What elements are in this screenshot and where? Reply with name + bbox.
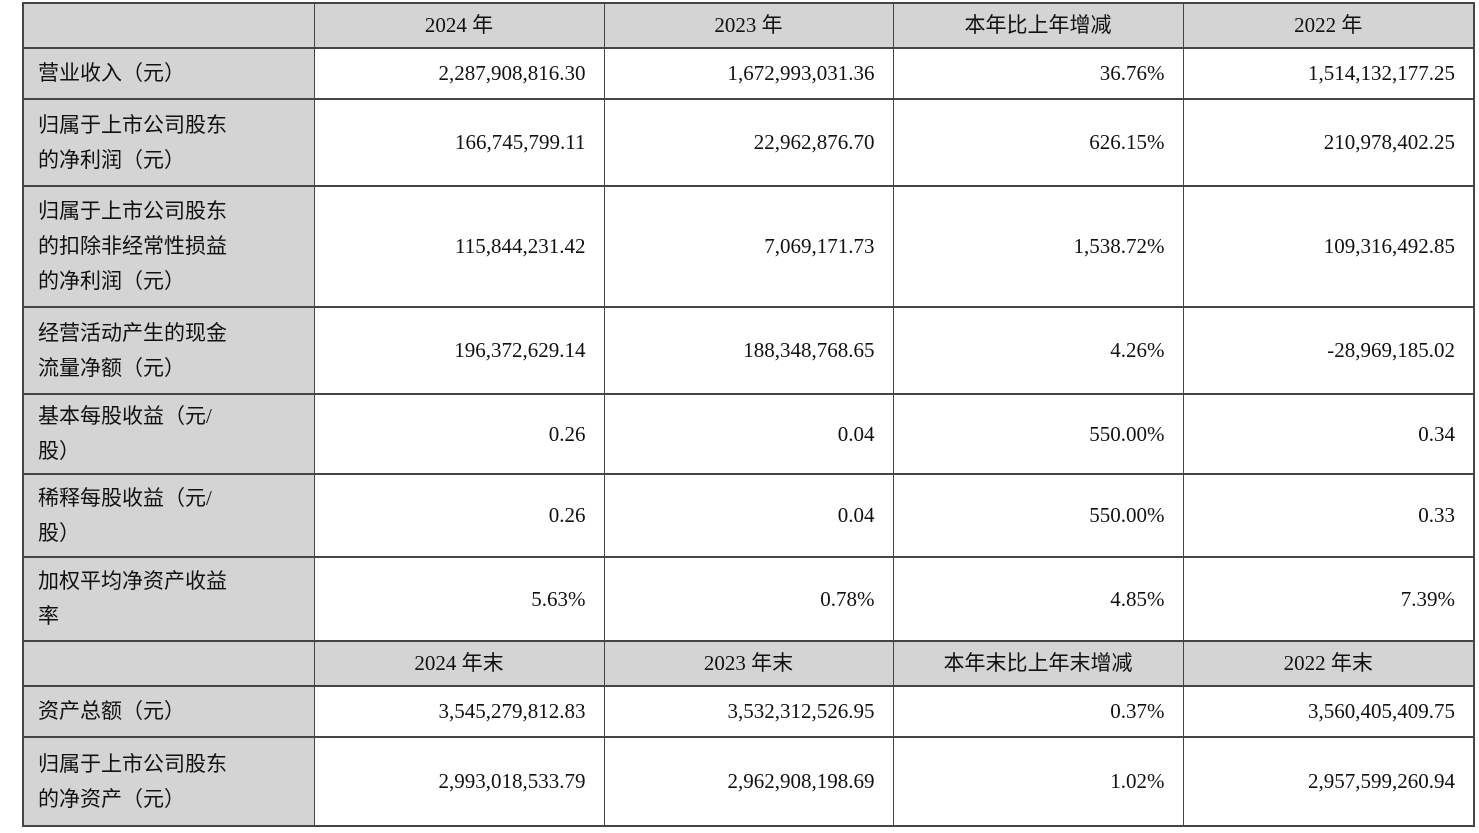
value-cell: 3,532,312,526.95 — [603, 685, 894, 738]
value-cell: 5.63% — [313, 556, 605, 642]
value-cell: 1,514,132,177.25 — [1182, 47, 1475, 100]
value-cell: 1,538.72% — [892, 185, 1184, 308]
value-cell: 0.34 — [1182, 393, 1475, 475]
value-cell: 166,745,799.11 — [313, 98, 605, 187]
value-cell: 2,993,018,533.79 — [313, 736, 605, 827]
value-cell: 7.39% — [1182, 556, 1475, 642]
row-label-cell: 归属于上市公司股东 的净利润（元） — [22, 98, 315, 187]
table-row-revenue: 营业收入（元） 2,287,908,816.30 1,672,993,031.3… — [22, 47, 1475, 100]
table-row-total-assets: 资产总额（元） 3,545,279,812.83 3,532,312,526.9… — [22, 685, 1475, 738]
table-row-weighted-avg-roe: 加权平均净资产收益 率 5.63% 0.78% 4.85% 7.39% — [22, 556, 1475, 642]
header-corner-cell — [22, 2, 315, 49]
value-cell: 0.78% — [603, 556, 894, 642]
header-cell-2022: 2022 年 — [1182, 2, 1475, 49]
value-cell: 1,672,993,031.36 — [603, 47, 894, 100]
table-row-basic-eps: 基本每股收益（元/ 股） 0.26 0.04 550.00% 0.34 — [22, 393, 1475, 475]
header-cell-2024-end: 2024 年末 — [313, 640, 605, 687]
value-cell: -28,969,185.02 — [1182, 306, 1475, 395]
value-cell: 3,545,279,812.83 — [313, 685, 605, 738]
value-cell: 196,372,629.14 — [313, 306, 605, 395]
header-cell-2023: 2023 年 — [603, 2, 894, 49]
row-label-cell: 稀释每股收益（元/ 股） — [22, 473, 315, 558]
row-label-cell: 营业收入（元） — [22, 47, 315, 100]
header-cell-2023-end: 2023 年末 — [603, 640, 894, 687]
row-label-cell: 资产总额（元） — [22, 685, 315, 738]
table-row-diluted-eps: 稀释每股收益（元/ 股） 0.26 0.04 550.00% 0.33 — [22, 473, 1475, 558]
value-cell: 115,844,231.42 — [313, 185, 605, 308]
table-row-net-profit-excl-nonrecurring: 归属于上市公司股东 的扣除非经常性损益 的净利润（元） 115,844,231.… — [22, 185, 1475, 308]
header-cell-yearend-change: 本年末比上年末增减 — [892, 640, 1184, 687]
value-cell: 4.26% — [892, 306, 1184, 395]
value-cell: 1.02% — [892, 736, 1184, 827]
value-cell: 2,287,908,816.30 — [313, 47, 605, 100]
header-cell-2022-end: 2022 年末 — [1182, 640, 1475, 687]
value-cell: 0.04 — [603, 473, 894, 558]
value-cell: 0.26 — [313, 473, 605, 558]
value-cell: 109,316,492.85 — [1182, 185, 1475, 308]
table-row-net-profit: 归属于上市公司股东 的净利润（元） 166,745,799.11 22,962,… — [22, 98, 1475, 187]
header-cell-2024: 2024 年 — [313, 2, 605, 49]
value-cell: 188,348,768.65 — [603, 306, 894, 395]
value-cell: 0.26 — [313, 393, 605, 475]
row-label-cell: 归属于上市公司股东 的扣除非经常性损益 的净利润（元） — [22, 185, 315, 308]
header-cell-yoy-change: 本年比上年增减 — [892, 2, 1184, 49]
header-corner-cell — [22, 640, 315, 687]
value-cell: 36.76% — [892, 47, 1184, 100]
value-cell: 0.04 — [603, 393, 894, 475]
table-row-net-assets: 归属于上市公司股东 的净资产（元） 2,993,018,533.79 2,962… — [22, 736, 1475, 827]
row-label-cell: 基本每股收益（元/ 股） — [22, 393, 315, 475]
financial-summary-table: 2024 年 2023 年 本年比上年增减 2022 年 营业收入（元） 2,2… — [22, 2, 1475, 827]
row-label-cell: 加权平均净资产收益 率 — [22, 556, 315, 642]
value-cell: 626.15% — [892, 98, 1184, 187]
value-cell: 2,957,599,260.94 — [1182, 736, 1475, 827]
value-cell: 550.00% — [892, 473, 1184, 558]
row-label-cell: 归属于上市公司股东 的净资产（元） — [22, 736, 315, 827]
value-cell: 210,978,402.25 — [1182, 98, 1475, 187]
value-cell: 7,069,171.73 — [603, 185, 894, 308]
value-cell: 4.85% — [892, 556, 1184, 642]
value-cell: 550.00% — [892, 393, 1184, 475]
value-cell: 0.37% — [892, 685, 1184, 738]
table-header-row-yearend: 2024 年末 2023 年末 本年末比上年末增减 2022 年末 — [22, 640, 1475, 687]
table-row-operating-cash-flow: 经营活动产生的现金 流量净额（元） 196,372,629.14 188,348… — [22, 306, 1475, 395]
table-body: 2024 年 2023 年 本年比上年增减 2022 年 营业收入（元） 2,2… — [22, 2, 1475, 827]
value-cell: 22,962,876.70 — [603, 98, 894, 187]
value-cell: 2,962,908,198.69 — [603, 736, 894, 827]
row-label-cell: 经营活动产生的现金 流量净额（元） — [22, 306, 315, 395]
value-cell: 0.33 — [1182, 473, 1475, 558]
value-cell: 3,560,405,409.75 — [1182, 685, 1475, 738]
table-header-row-period: 2024 年 2023 年 本年比上年增减 2022 年 — [22, 2, 1475, 49]
